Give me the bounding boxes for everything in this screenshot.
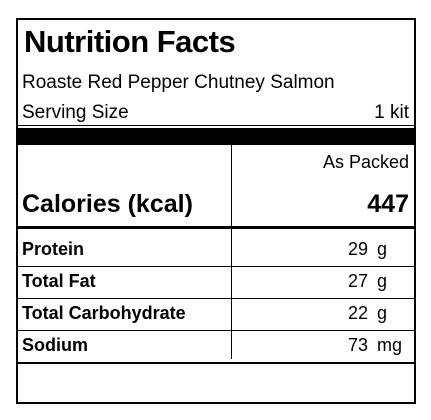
nutrient-unit: mg: [377, 335, 403, 355]
column-header: As Packed: [322, 152, 409, 172]
column-divider: [231, 145, 232, 359]
nutrient-amount: 22: [347, 303, 368, 323]
divider: [18, 125, 414, 126]
calories-value: 447: [367, 190, 409, 218]
nutrient-name: Protein: [22, 239, 85, 259]
row-divider: [18, 266, 414, 267]
row-divider: [18, 330, 414, 331]
nutrient-amount: 73: [347, 335, 368, 355]
thick-bar: [18, 128, 414, 145]
label-frame: [16, 18, 416, 404]
thick-divider: [18, 226, 414, 229]
title: Nutrition Facts: [24, 24, 236, 59]
nutrient-amount: 27: [347, 271, 368, 291]
nutrient-name: Total Fat: [22, 271, 96, 291]
serving-value: 1 kit: [374, 102, 409, 123]
row-divider: [18, 362, 414, 364]
product-name: Roaste Red Pepper Chutney Salmon: [22, 72, 335, 93]
nutrient-unit: g: [377, 239, 388, 259]
nutrient-amount: 29: [347, 239, 368, 259]
calories-label: Calories (kcal): [22, 190, 193, 218]
nutrient-unit: g: [377, 271, 388, 291]
serving-label: Serving Size: [22, 102, 129, 123]
nutrient-unit: g: [377, 303, 388, 323]
nutrient-name: Total Carbohydrate: [22, 303, 186, 323]
row-divider: [18, 298, 414, 299]
nutrient-name: Sodium: [22, 335, 88, 355]
